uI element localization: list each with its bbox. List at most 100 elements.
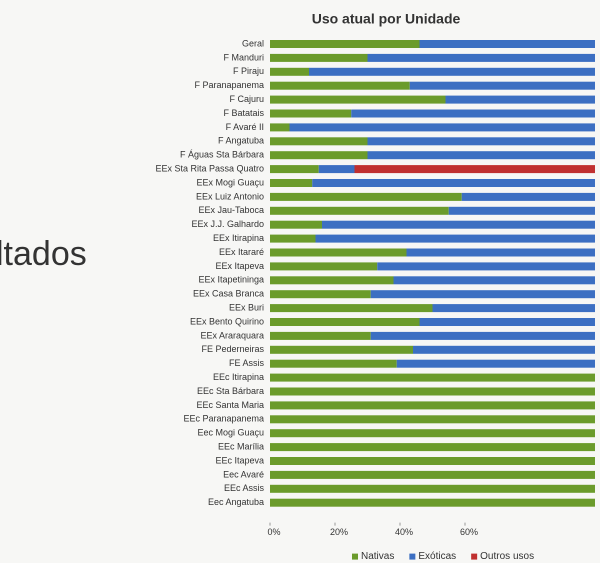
bar-segment bbox=[270, 53, 368, 62]
bar-segment bbox=[315, 234, 595, 243]
bar-segment bbox=[322, 220, 595, 229]
y-tick-label: Eec Avaré bbox=[223, 469, 264, 479]
y-tick-label: EEc Marília bbox=[218, 441, 264, 451]
bar-segment bbox=[270, 137, 368, 146]
x-tick-label: 40% bbox=[395, 527, 413, 537]
bar-segment bbox=[419, 40, 595, 48]
bar-segment bbox=[370, 290, 595, 299]
bar-segment bbox=[318, 165, 355, 174]
bar-segment bbox=[289, 123, 595, 132]
bar-segment bbox=[270, 290, 371, 299]
bar-segment bbox=[409, 81, 595, 90]
bar-segment bbox=[270, 359, 397, 368]
bar-segment bbox=[351, 109, 595, 118]
y-tick-label: FE Assis bbox=[229, 358, 265, 368]
bar-segment bbox=[270, 387, 595, 396]
bar-segment bbox=[270, 415, 595, 424]
bar-segment bbox=[419, 318, 595, 326]
bar-segment bbox=[461, 192, 595, 201]
y-tick-label: EEx Buri bbox=[229, 302, 264, 312]
y-tick-label: EEx Casa Branca bbox=[193, 289, 264, 299]
bar-segment bbox=[270, 109, 352, 118]
bar-segment bbox=[432, 304, 595, 313]
bar-segment bbox=[270, 373, 595, 382]
bar-segment bbox=[270, 276, 394, 285]
bar-segment bbox=[393, 276, 595, 285]
bar-segment bbox=[367, 53, 595, 62]
bar-segment bbox=[367, 151, 595, 160]
legend-swatch bbox=[471, 553, 478, 560]
y-tick-label: EEc Santa Maria bbox=[196, 400, 264, 410]
legend-label: Outros usos bbox=[480, 551, 534, 562]
y-tick-label: F Paranapanema bbox=[194, 80, 264, 90]
y-tick-label: EEx J.J. Galhardo bbox=[191, 219, 264, 229]
bar-segment bbox=[396, 359, 595, 368]
y-tick-label: EEx Bento Quirino bbox=[190, 316, 264, 326]
bar-segment bbox=[270, 95, 446, 104]
bar-segment bbox=[312, 179, 595, 187]
bar-segment bbox=[270, 331, 371, 340]
y-tick-label: EEx Luiz Antonio bbox=[196, 191, 264, 201]
y-tick-label: EEc Sta Bárbara bbox=[197, 386, 264, 396]
slide-text: ltados bbox=[0, 235, 87, 273]
bar-segment bbox=[270, 206, 449, 215]
bar-segment bbox=[270, 81, 410, 90]
legend-label: Nativas bbox=[361, 551, 394, 562]
bar-segment bbox=[270, 401, 595, 410]
bar-segment bbox=[270, 318, 420, 326]
y-tick-label: EEx Sta Rita Passa Quatro bbox=[155, 163, 264, 173]
bar-segment bbox=[270, 248, 407, 257]
bar-segment bbox=[270, 179, 313, 187]
bar-segment bbox=[413, 345, 595, 354]
bar-segment bbox=[448, 206, 595, 215]
bar-segment bbox=[270, 67, 309, 76]
y-tick-label: EEx Itapetininga bbox=[198, 275, 264, 285]
bar-segment bbox=[377, 262, 595, 271]
bar-segment bbox=[270, 123, 290, 132]
y-tick-label: EEx Itapeva bbox=[215, 261, 264, 271]
x-tick-label: 20% bbox=[330, 527, 348, 537]
legend-label: Exóticas bbox=[418, 551, 456, 562]
y-tick-label: EEc Itirapina bbox=[213, 372, 264, 382]
bar-segment bbox=[270, 498, 595, 507]
y-tick-label: EEc Assis bbox=[224, 483, 265, 493]
bar-segment bbox=[445, 95, 595, 104]
y-tick-label: F Cajuru bbox=[229, 94, 264, 104]
y-tick-label: F Águas Sta Bárbara bbox=[180, 150, 264, 160]
x-tick-label: 60% bbox=[460, 527, 478, 537]
bar-segment bbox=[270, 470, 595, 479]
bar-segment bbox=[370, 331, 595, 340]
y-tick-label: Eec Angatuba bbox=[208, 497, 264, 507]
y-tick-label: F Avaré II bbox=[226, 122, 264, 132]
bar-segment bbox=[270, 457, 595, 465]
bar-segment bbox=[270, 262, 378, 271]
chart-title: Uso atual por Unidade bbox=[312, 11, 461, 27]
y-tick-label: EEx Itirapina bbox=[213, 233, 264, 243]
bar-segment bbox=[270, 234, 316, 243]
bar-segment bbox=[406, 248, 595, 257]
y-tick-label: F Manduri bbox=[223, 52, 264, 62]
y-tick-label: EEx Itararé bbox=[219, 247, 264, 257]
legend-swatch bbox=[409, 553, 416, 560]
bar-segment bbox=[270, 484, 595, 493]
y-tick-label: F Piraju bbox=[233, 66, 264, 76]
y-tick-label: FE Pederneiras bbox=[201, 344, 264, 354]
bar-segment bbox=[270, 429, 595, 438]
bar-segment bbox=[270, 220, 322, 229]
bar-segment bbox=[270, 165, 319, 174]
bar-segment bbox=[270, 304, 433, 313]
bar-segment bbox=[367, 137, 595, 146]
y-tick-label: F Angatuba bbox=[218, 136, 264, 146]
y-tick-label: Eec Mogi Guaçu bbox=[197, 428, 264, 438]
y-tick-label: EEc Paranapanema bbox=[183, 414, 264, 424]
y-tick-label: F Batatais bbox=[223, 108, 264, 118]
x-tick-label: 0% bbox=[267, 527, 280, 537]
bar-segment bbox=[270, 443, 595, 452]
bar-segment bbox=[270, 192, 462, 201]
bar-segment bbox=[270, 40, 420, 48]
bar-segment bbox=[270, 151, 368, 160]
bar-segment bbox=[309, 67, 595, 76]
y-tick-label: Geral bbox=[242, 38, 264, 48]
y-tick-label: EEx Jau-Taboca bbox=[198, 205, 264, 215]
bar-segment bbox=[354, 165, 595, 174]
